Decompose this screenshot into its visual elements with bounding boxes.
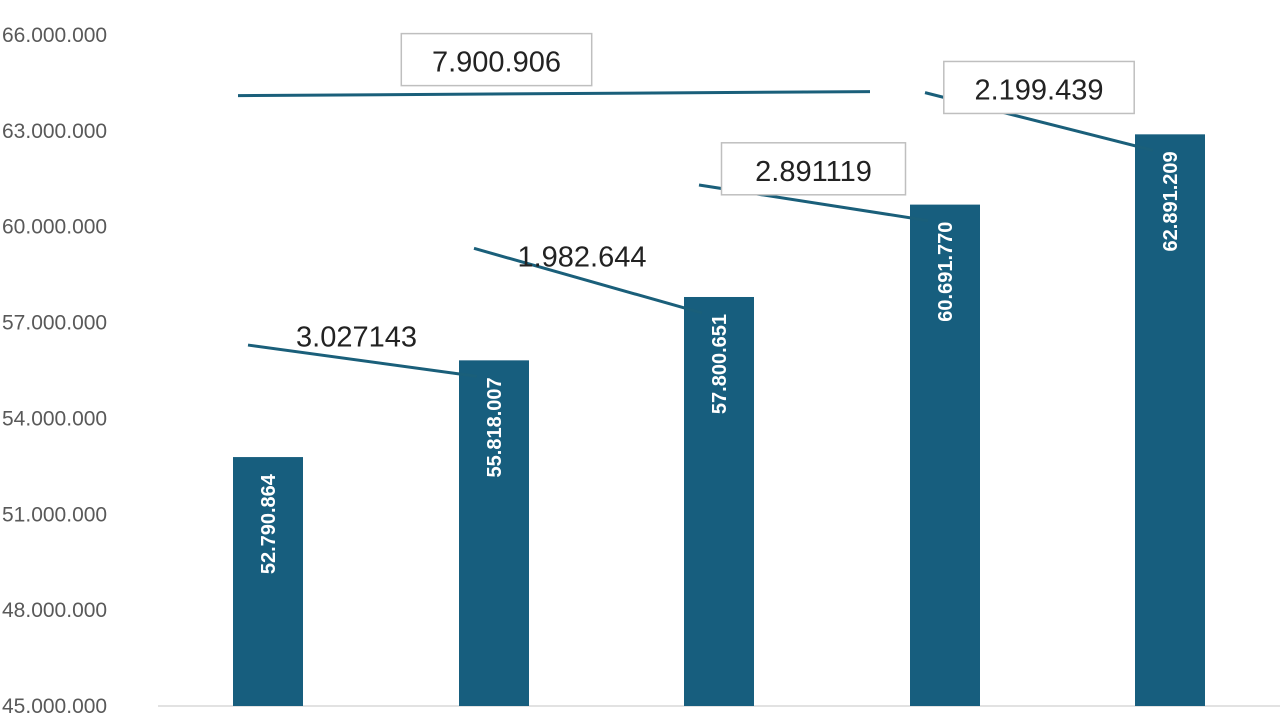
- difference-label-box: [943, 60, 1135, 115]
- bar: [684, 296, 754, 706]
- y-tick-label: 60.000.000: [2, 216, 107, 239]
- difference-label: 2.891119: [755, 156, 872, 188]
- bar: [910, 204, 980, 706]
- bar: [1135, 134, 1205, 707]
- bar-data-label: 57.800.651: [709, 314, 731, 414]
- y-tick-label: 48.000.000: [2, 599, 107, 622]
- y-tick-label: 45.000.000: [2, 695, 107, 718]
- difference-line: [237, 90, 871, 98]
- bar-data-label: 62.891.209: [1160, 151, 1182, 251]
- difference-label: 7.900.906: [432, 47, 561, 79]
- y-tick-label: 57.000.000: [2, 312, 107, 335]
- difference-label: 1.982.644: [517, 242, 646, 274]
- y-axis: 45.000.000 48.000.000 51.000.000 54.000.000…: [2, 24, 107, 718]
- y-tick-label: 63.000.000: [2, 120, 107, 143]
- y-tick-label: 51.000.000: [2, 503, 107, 526]
- bar-data-label: 55.818.007: [484, 377, 506, 477]
- bar: [459, 360, 529, 706]
- annotations-group: 3.027143 1.982.644 2.891119 2.199.439 7.900.…: [237, 32, 1154, 378]
- y-tick-label: 54.000.000: [2, 407, 107, 430]
- difference-label-box: [720, 142, 907, 196]
- y-tick-label: 66.000.000: [2, 24, 107, 47]
- bar-data-label: 52.790.864: [258, 473, 280, 574]
- difference-label: 2.199.439: [974, 74, 1103, 106]
- bar: [233, 457, 303, 706]
- difference-label: 3.027143: [296, 322, 417, 354]
- bar-data-label: 60.691.770: [935, 222, 957, 322]
- bars-group: 52.790.864 55.818.007 57.800.651 60.691.770…: [233, 134, 1205, 707]
- difference-line: [247, 343, 478, 378]
- difference-line: [473, 246, 703, 315]
- difference-label-box: [400, 32, 593, 87]
